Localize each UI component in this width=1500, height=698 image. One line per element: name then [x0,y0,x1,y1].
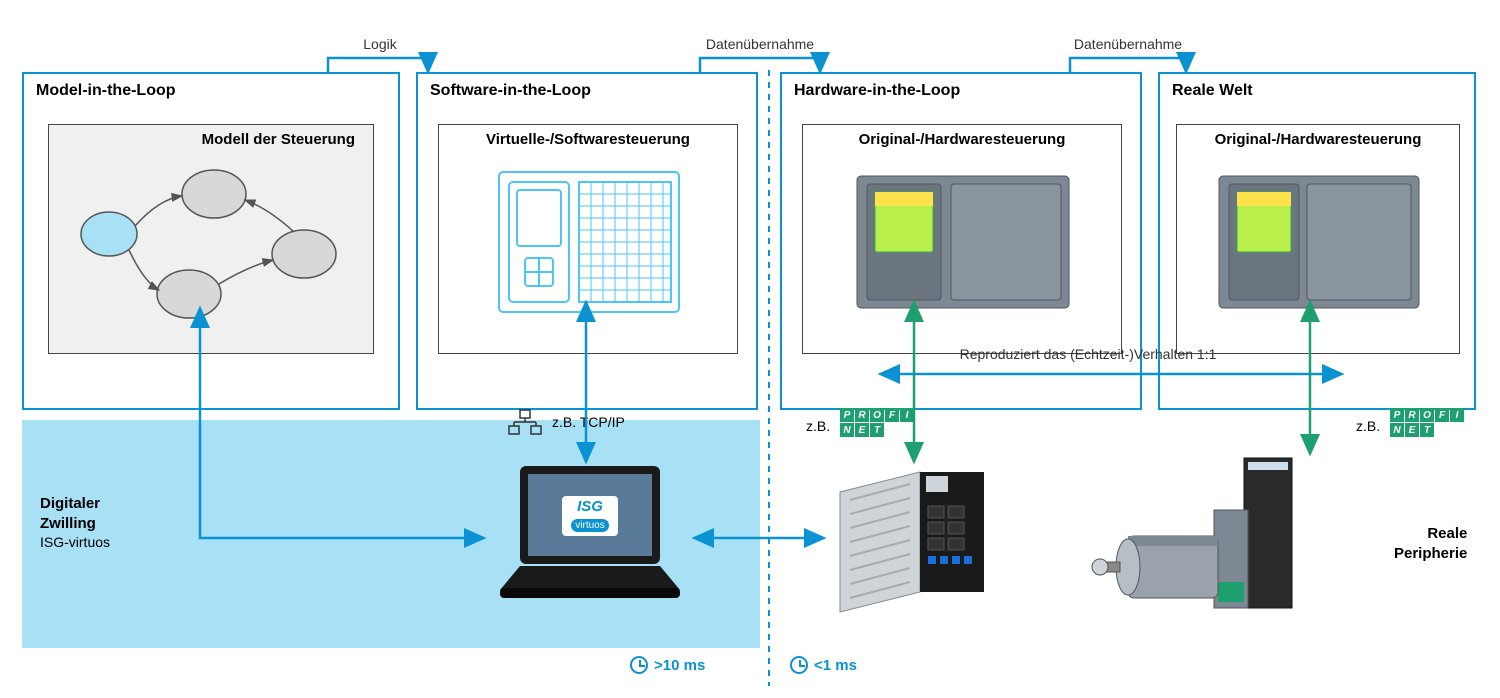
panel-title: Software-in-the-Loop [418,74,756,108]
arrow-label-data1: Datenübernahme [680,36,840,52]
tcp-ip-label-group: z.B. TCP/IP [508,409,625,435]
zb-tcp-label: z.B. TCP/IP [552,414,625,430]
panel-title: Model-in-the-Loop [24,74,398,108]
profinet-logo-icon: PROFI NET [840,408,914,437]
network-icon [508,409,542,435]
line: Digitaler [40,494,110,514]
industrial-pc-icon [830,462,1000,618]
laptop-isg-virtuos-icon: ISG virtuos [490,460,690,620]
profinet-logo-icon: PROFI NET [1390,408,1464,437]
line: Zwilling [40,514,110,534]
inner-title: Original-/Hardwaresteuerung [803,125,1121,154]
state-diagram-icon [49,154,375,342]
virtual-plc-icon [439,154,739,344]
panel-model-in-the-loop: Model-in-the-Loop Modell der Steuerung [22,72,400,410]
clock-icon [790,656,808,674]
digital-twin-label: Digitaler Zwilling ISG-virtuos [40,494,110,551]
inner-box-real: Original-/Hardwaresteuerung [1176,124,1460,354]
plc-hardware-icon [803,154,1123,344]
real-periphery-label: Reale Peripherie [1394,524,1467,563]
timing-value: >10 ms [654,657,705,674]
arrow-label-logik: Logik [330,36,430,52]
arrow-label-data2: Datenübernahme [1048,36,1208,52]
line: ISG-virtuos [40,533,110,551]
inner-title: Modell der Steuerung [49,125,373,154]
plc-hardware-icon [1177,154,1461,344]
virtuos-badge: virtuos [571,519,608,532]
timing-left: >10 ms [630,656,705,674]
line: Peripherie [1394,544,1467,564]
zb-profinet-label: z.B. [806,418,830,434]
panel-title: Hardware-in-the-Loop [782,74,1140,108]
inner-box-model: Modell der Steuerung [48,124,374,354]
timing-value: <1 ms [814,657,857,674]
inner-title: Virtuelle-/Softwaresteuerung [439,125,737,154]
panel-software-in-the-loop: Software-in-the-Loop Virtuelle-/Software… [416,72,758,410]
reproduction-label: Reproduziert das (Echtzeit-)Verhalten 1:… [918,346,1258,362]
inner-box-hil: Original-/Hardwaresteuerung [802,124,1122,354]
zb-profinet-label: z.B. [1356,418,1380,434]
inner-box-sil: Virtuelle-/Softwaresteuerung [438,124,738,354]
timing-right: <1 ms [790,656,857,674]
line: Reale [1394,524,1467,544]
panel-title: Reale Welt [1160,74,1474,108]
isg-logo-text: ISG [564,498,616,515]
motor-drive-icon [1088,450,1348,630]
clock-icon [630,656,648,674]
inner-title: Original-/Hardwaresteuerung [1177,125,1459,154]
